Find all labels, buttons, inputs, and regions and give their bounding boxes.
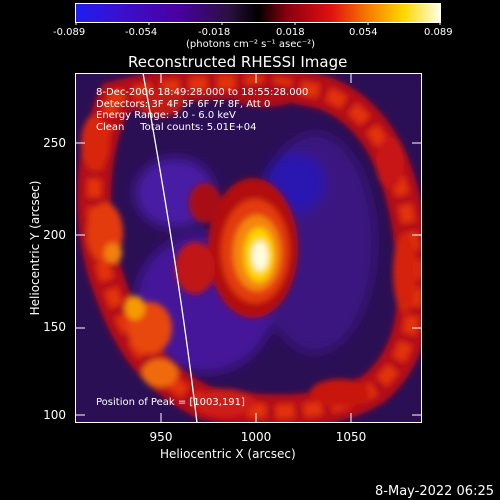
y-tick-label: 250 xyxy=(43,136,66,150)
energy-range-text: Energy Range: 3.0 - 6.0 keV xyxy=(96,110,236,122)
clean-counts-text: Clean Total counts: 5.01E+04 xyxy=(96,121,257,133)
colorbar-tick-label: 0.054 xyxy=(349,27,378,38)
observation-info: 8-Dec-2006 18:49:28.000 to 18:55:28.000 D… xyxy=(96,87,308,133)
colorbar-tick-label: -0.089 xyxy=(53,27,86,38)
peak-position-text: Position of Peak = [1003,191] xyxy=(96,397,245,408)
x-tick-label: 950 xyxy=(149,430,173,444)
axis-ticks xyxy=(75,73,422,423)
y-tick-label: 200 xyxy=(43,228,66,242)
detectors-text: Detectors: 3F 4F 5F 6F 7F 8F, Att 0 xyxy=(96,98,271,110)
y-axis-label: Heliocentric Y (arcsec) xyxy=(28,180,42,316)
x-axis-label: Heliocentric X (arcsec) xyxy=(160,447,296,461)
time-range-text: 8-Dec-2006 18:49:28.000 to 18:55:28.000 xyxy=(96,87,309,98)
footer-date: 8-May-2022 06:25 xyxy=(375,484,494,499)
image-title: Reconstructed RHESSI Image xyxy=(128,53,348,71)
colorbar-tick-label: -0.018 xyxy=(198,27,231,38)
rhessi-image-plot xyxy=(75,73,422,423)
y-tick-label: 150 xyxy=(43,320,66,334)
colorbar-tick-label: 0.089 xyxy=(424,27,453,38)
solar-limb xyxy=(142,73,198,423)
colorbar-tick-label: 0.018 xyxy=(276,27,305,38)
colorbar-tick-label: -0.054 xyxy=(125,27,158,38)
central-source xyxy=(175,178,298,318)
y-tick-label: 100 xyxy=(43,408,66,422)
colorbar-unit-label: (photons cm⁻² s⁻¹ asec⁻²) xyxy=(186,39,316,50)
colorbar xyxy=(75,3,441,25)
x-tick-label: 1050 xyxy=(335,430,367,444)
x-tick-label: 1000 xyxy=(240,430,272,444)
emission-ring xyxy=(77,73,422,423)
